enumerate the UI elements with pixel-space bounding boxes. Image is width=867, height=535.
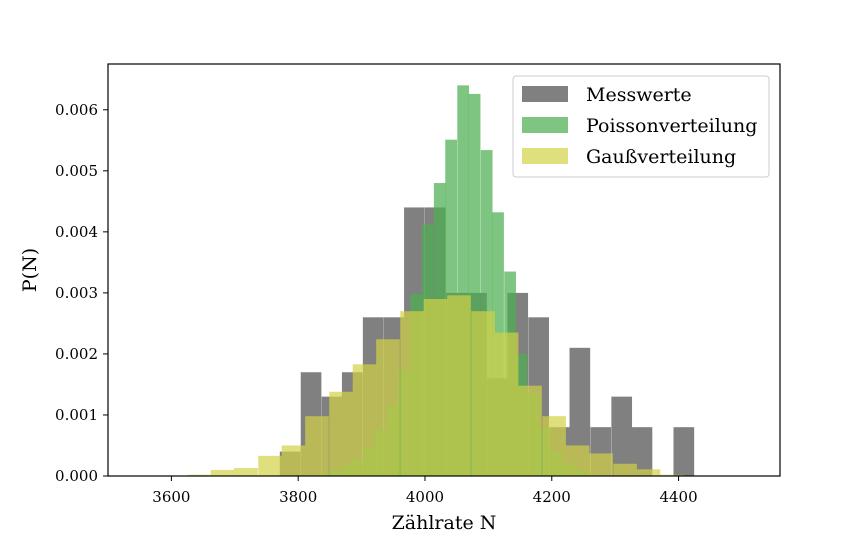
y-tick-label: 0.005: [55, 162, 98, 180]
bar-series-3-bin-18: [589, 453, 613, 476]
bar-series-3-bin-15: [518, 385, 542, 476]
histogram-bars: [187, 85, 695, 477]
bar-series-1-bin-15: [569, 347, 591, 476]
legend-box: [512, 75, 770, 178]
y-tick-label: 0.001: [55, 406, 98, 424]
x-axis-ticks: 3600 3800 4000 4200 4400: [152, 476, 698, 506]
x-tick-label: 4000: [406, 488, 444, 506]
legend: Messwerte Poissonverteilung Gaußverteilung: [512, 75, 770, 178]
bar-series-3-bin-13: [471, 311, 495, 476]
y-tick-label: 0.003: [55, 284, 98, 302]
bar-series-3-bin-6: [305, 416, 329, 476]
x-tick-label: 4200: [533, 488, 571, 506]
bar-series-3-bin-20: [636, 469, 661, 476]
bar-series-3-bin-17: [565, 445, 590, 476]
y-axis-ticks: 0.000 0.001 0.002 0.003 0.004 0.005 0.006: [55, 101, 108, 485]
plot-frame: [107, 63, 781, 477]
bar-series-3-bin-14: [494, 332, 519, 476]
legend-label-1: Messwerte: [586, 84, 692, 106]
y-tick-label: 0.004: [55, 223, 98, 241]
y-tick-label: 0.000: [55, 467, 98, 485]
bar-series-3-bin-9: [376, 339, 400, 476]
legend-swatch-1: [522, 86, 568, 102]
bar-series-3-bin-16: [542, 416, 566, 476]
x-axis-title: Zählrate N: [392, 512, 497, 534]
bar-series-3-bin-7: [329, 391, 353, 476]
bar-series-3-bin-12: [447, 295, 471, 476]
bar-series-2-bin-15: [468, 93, 481, 476]
x-tick-label: 3800: [279, 488, 317, 506]
bar-series-3-bin-8: [352, 364, 377, 476]
bar-series-3-bin-10: [400, 311, 424, 476]
y-tick-label: 0.002: [55, 345, 98, 363]
legend-label-2: Poissonverteilung: [586, 115, 757, 137]
bar-series-1-bin-17: [611, 396, 633, 476]
bar-series-3-bin-4: [258, 455, 282, 476]
y-axis-title: P(N): [19, 248, 41, 292]
legend-swatch-2: [522, 117, 568, 133]
bar-series-3-bin-2: [210, 469, 235, 476]
y-tick-label: 0.006: [55, 101, 98, 119]
bar-series-2-bin-14: [457, 85, 470, 477]
bar-series-3-bin-1: [187, 474, 211, 476]
legend-label-3: Gaußverteilung: [586, 146, 736, 168]
bar-series-3-bin-5: [281, 445, 306, 476]
bar-series-3-bin-19: [613, 463, 637, 476]
bar-series-3-bin-21: [660, 474, 684, 476]
bar-series-1-bin-20: [673, 427, 695, 476]
legend-swatch-3: [522, 148, 568, 164]
series-3: [187, 295, 684, 476]
x-tick-label: 3600: [152, 488, 190, 506]
x-tick-label: 4400: [659, 488, 697, 506]
bar-series-3-bin-11: [423, 298, 448, 476]
bar-series-3-bin-3: [234, 468, 258, 476]
